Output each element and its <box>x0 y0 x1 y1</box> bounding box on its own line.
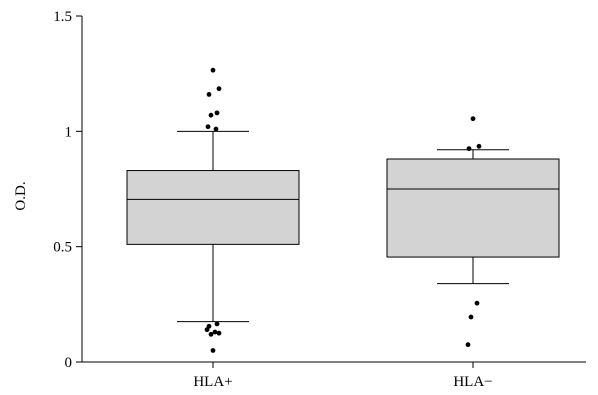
outlier-point <box>470 116 476 122</box>
outlier-point <box>205 124 211 130</box>
plot-area: 0 0.5 1 1.5 HLA+ HLA− <box>53 9 586 390</box>
box <box>386 158 560 258</box>
outlier-point <box>210 67 216 73</box>
outlier-point <box>476 143 482 149</box>
outlier-point <box>212 329 218 335</box>
outlier-point <box>214 321 220 327</box>
y-axis-title: O.D. <box>13 181 29 210</box>
outlier-point <box>216 86 222 92</box>
y-tick-label: 0.5 <box>53 240 72 256</box>
x-tick-label: HLA− <box>453 374 492 390</box>
outlier-point <box>208 112 214 118</box>
y-tick-label: 1.5 <box>53 9 72 25</box>
outlier-point <box>210 348 216 353</box>
outlier-point <box>213 126 219 132</box>
x-tick-label: HLA+ <box>193 374 232 390</box>
outlier-point <box>474 300 480 306</box>
outlier-point <box>206 92 212 97</box>
outlier-point <box>468 314 474 320</box>
box <box>126 170 300 245</box>
outlier-point <box>204 327 210 333</box>
y-tick-label: 1 <box>65 124 73 140</box>
outlier-point <box>214 110 220 116</box>
outlier-point <box>216 330 222 336</box>
y-tick-label: 0 <box>65 355 73 371</box>
outlier-point <box>466 146 472 152</box>
outlier-point <box>465 342 471 348</box>
outlier-point <box>208 331 214 337</box>
